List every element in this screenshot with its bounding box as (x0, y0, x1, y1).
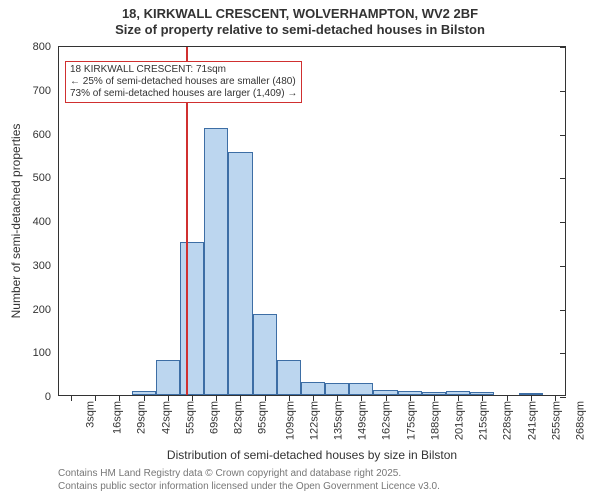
xtick-mark (216, 395, 217, 401)
histogram-bar (204, 128, 228, 395)
xtick-mark (386, 395, 387, 401)
xtick-mark (531, 395, 532, 401)
ytick-label: 700 (17, 85, 59, 97)
ytick-mark (560, 353, 566, 354)
xtick-mark (410, 395, 411, 401)
xtick-label: 175sqm (405, 401, 417, 440)
footer: Contains HM Land Registry data © Crown c… (58, 468, 440, 493)
xtick-mark (313, 395, 314, 401)
ytick-mark (560, 178, 566, 179)
xtick-label: 201sqm (454, 401, 466, 440)
xtick-mark (95, 395, 96, 401)
histogram-bar (301, 382, 325, 395)
histogram-bar (253, 314, 277, 395)
xtick-label: 188sqm (429, 401, 441, 440)
histogram-bar (349, 383, 373, 395)
ytick-label: 0 (17, 391, 59, 403)
xtick-mark (507, 395, 508, 401)
footer-line2: Contains public sector information licen… (58, 481, 440, 494)
xtick-label: 135sqm (333, 401, 345, 440)
annotation-line3: 73% of semi-detached houses are larger (… (70, 88, 297, 100)
footer-line1: Contains HM Land Registry data © Crown c… (58, 468, 440, 481)
xtick-label: 109sqm (284, 401, 296, 440)
histogram-bar (277, 360, 301, 395)
annotation-box: 18 KIRKWALL CRESCENT: 71sqm← 25% of semi… (65, 61, 302, 103)
histogram-bar (228, 152, 252, 395)
xtick-mark (144, 395, 145, 401)
xtick-label: 82sqm (233, 401, 245, 434)
xtick-label: 215sqm (478, 401, 490, 440)
xtick-label: 162sqm (381, 401, 393, 440)
ytick-label: 800 (17, 41, 59, 53)
xtick-label: 268sqm (574, 401, 586, 440)
ytick-mark (560, 266, 566, 267)
xtick-label: 16sqm (112, 401, 124, 434)
ytick-mark (560, 91, 566, 92)
chart-title: 18, KIRKWALL CRESCENT, WOLVERHAMPTON, WV… (0, 0, 600, 39)
xtick-label: 228sqm (502, 401, 514, 440)
ytick-label: 500 (17, 172, 59, 184)
xtick-label: 95sqm (257, 401, 269, 434)
xtick-mark (337, 395, 338, 401)
ytick-label: 200 (17, 304, 59, 316)
xtick-mark (289, 395, 290, 401)
xtick-mark (71, 395, 72, 401)
ytick-mark (560, 310, 566, 311)
histogram-bar (156, 360, 180, 395)
ytick-mark (560, 47, 566, 48)
ytick-mark (560, 397, 566, 398)
xtick-label: 69sqm (209, 401, 221, 434)
xtick-mark (434, 395, 435, 401)
x-axis-label: Distribution of semi-detached houses by … (167, 448, 457, 462)
histogram-bar (180, 242, 204, 395)
xtick-label: 241sqm (526, 401, 538, 440)
ytick-mark (560, 222, 566, 223)
xtick-mark (119, 395, 120, 401)
xtick-mark (361, 395, 362, 401)
chart-title-line2: Size of property relative to semi-detach… (0, 22, 600, 38)
xtick-mark (168, 395, 169, 401)
plot-wrap: 01002003004005006007008003sqm16sqm29sqm4… (58, 46, 566, 396)
xtick-mark (458, 395, 459, 401)
xtick-label: 29sqm (136, 401, 148, 434)
xtick-label: 42sqm (160, 401, 172, 434)
histogram-bar (325, 383, 349, 395)
xtick-mark (482, 395, 483, 401)
plot-area: 01002003004005006007008003sqm16sqm29sqm4… (58, 46, 566, 396)
ytick-mark (560, 135, 566, 136)
xtick-mark (555, 395, 556, 401)
xtick-mark (265, 395, 266, 401)
xtick-mark (240, 395, 241, 401)
annotation-line2: ← 25% of semi-detached houses are smalle… (70, 76, 297, 88)
ytick-label: 600 (17, 129, 59, 141)
ytick-label: 100 (17, 347, 59, 359)
xtick-label: 55sqm (184, 401, 196, 434)
annotation-line1: 18 KIRKWALL CRESCENT: 71sqm (70, 64, 297, 76)
xtick-label: 122sqm (308, 401, 320, 440)
xtick-mark (192, 395, 193, 401)
chart-title-line1: 18, KIRKWALL CRESCENT, WOLVERHAMPTON, WV… (0, 6, 600, 22)
xtick-label: 3sqm (85, 401, 97, 428)
ytick-label: 300 (17, 260, 59, 272)
xtick-label: 149sqm (357, 401, 369, 440)
xtick-label: 255sqm (550, 401, 562, 440)
ytick-label: 400 (17, 216, 59, 228)
